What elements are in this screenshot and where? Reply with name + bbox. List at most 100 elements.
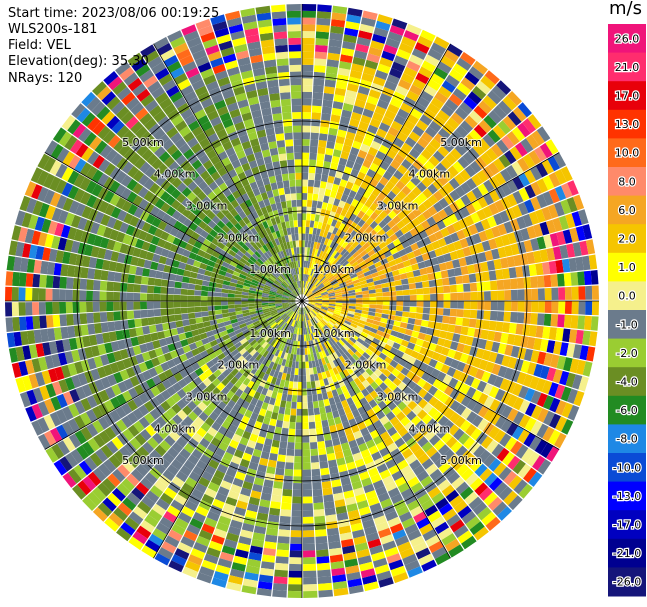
velocity-gate bbox=[139, 429, 152, 441]
velocity-gate bbox=[279, 365, 285, 373]
velocity-gate bbox=[490, 301, 498, 311]
velocity-gate bbox=[386, 165, 397, 175]
velocity-gate bbox=[310, 319, 315, 326]
velocity-gate bbox=[62, 437, 76, 452]
velocity-gate bbox=[57, 352, 68, 366]
velocity-gate bbox=[133, 420, 145, 433]
velocity-gate bbox=[412, 394, 423, 405]
velocity-gate bbox=[377, 63, 391, 74]
velocity-gate bbox=[203, 553, 219, 565]
velocity-gate bbox=[253, 391, 261, 400]
velocity-gate bbox=[456, 229, 466, 240]
velocity-gate bbox=[417, 137, 429, 149]
velocity-gate bbox=[447, 165, 459, 178]
velocity-gate bbox=[261, 357, 269, 366]
velocity-gate bbox=[224, 338, 232, 345]
velocity-gate bbox=[201, 493, 215, 505]
velocity-gate bbox=[300, 314, 302, 322]
velocity-gate bbox=[342, 41, 356, 50]
velocity-gate bbox=[333, 492, 345, 501]
velocity-gate bbox=[275, 303, 282, 306]
velocity-gate bbox=[553, 152, 567, 169]
velocity-gate bbox=[247, 418, 256, 427]
velocity-gate bbox=[154, 186, 166, 198]
velocity-gate bbox=[187, 301, 195, 307]
velocity-gate bbox=[393, 55, 409, 67]
velocity-gate bbox=[344, 332, 352, 339]
velocity-gate bbox=[329, 121, 340, 130]
velocity-gate bbox=[43, 156, 56, 173]
velocity-gate bbox=[396, 220, 406, 230]
velocity-gate bbox=[344, 96, 356, 106]
velocity-gate bbox=[213, 469, 226, 480]
velocity-gate bbox=[497, 246, 507, 259]
velocity-gate bbox=[306, 199, 313, 207]
velocity-gate bbox=[274, 426, 282, 435]
velocity-gate bbox=[378, 241, 387, 250]
velocity-gate bbox=[530, 420, 543, 435]
velocity-gate bbox=[342, 260, 350, 267]
velocity-gate bbox=[263, 271, 271, 278]
velocity-gate bbox=[289, 353, 294, 361]
velocity-gate bbox=[383, 386, 393, 396]
velocity-gate bbox=[375, 150, 386, 161]
velocity-gate bbox=[307, 327, 311, 334]
velocity-gate bbox=[309, 428, 317, 436]
velocity-gate bbox=[285, 288, 292, 294]
velocity-gate bbox=[325, 340, 332, 348]
velocity-gate bbox=[529, 376, 540, 390]
velocity-gate bbox=[312, 287, 318, 293]
velocity-gate bbox=[312, 289, 319, 294]
velocity-gate bbox=[268, 277, 275, 283]
velocity-gate bbox=[160, 362, 170, 372]
velocity-gate bbox=[430, 167, 442, 179]
velocity-gate bbox=[342, 361, 350, 369]
velocity-gate bbox=[93, 269, 102, 280]
velocity-gate bbox=[307, 354, 312, 362]
velocity-gate bbox=[454, 185, 466, 198]
velocity-gate bbox=[124, 516, 140, 531]
velocity-gate bbox=[452, 369, 463, 380]
velocity-gate bbox=[364, 525, 378, 536]
velocity-gate bbox=[299, 307, 301, 315]
velocity-gate bbox=[464, 71, 480, 86]
velocity-gate bbox=[311, 360, 316, 368]
velocity-gate bbox=[261, 554, 276, 563]
velocity-gate bbox=[79, 162, 92, 177]
velocity-gate bbox=[380, 233, 390, 242]
velocity-gate bbox=[180, 431, 192, 443]
velocity-gate bbox=[321, 222, 327, 231]
velocity-gate bbox=[286, 325, 291, 332]
velocity-gate bbox=[155, 323, 164, 332]
velocity-gate bbox=[567, 405, 580, 421]
velocity-gate bbox=[526, 451, 540, 467]
velocity-gate bbox=[372, 479, 385, 490]
velocity-gate bbox=[360, 143, 370, 153]
velocity-gate bbox=[356, 337, 365, 345]
velocity-gate bbox=[176, 203, 187, 214]
velocity-gate bbox=[268, 294, 276, 297]
velocity-gate bbox=[407, 342, 416, 350]
velocity-gate bbox=[285, 308, 292, 313]
velocity-gate bbox=[186, 257, 195, 266]
velocity-gate bbox=[106, 239, 116, 251]
velocity-gate bbox=[227, 293, 235, 298]
velocity-gate bbox=[239, 257, 248, 265]
velocity-gate bbox=[265, 326, 272, 333]
velocity-gate bbox=[321, 202, 328, 210]
velocity-gate bbox=[169, 227, 179, 237]
velocity-gate bbox=[399, 547, 415, 559]
velocity-gate bbox=[51, 207, 63, 222]
velocity-gate bbox=[152, 253, 161, 263]
velocity-gate bbox=[326, 362, 333, 371]
velocity-gate bbox=[275, 306, 283, 310]
velocity-gate bbox=[516, 277, 525, 289]
velocity-gate bbox=[302, 341, 305, 349]
velocity-gate bbox=[313, 278, 318, 285]
velocity-gate bbox=[49, 176, 61, 192]
velocity-gate bbox=[345, 358, 353, 367]
velocity-gate bbox=[174, 494, 188, 506]
velocity-gate bbox=[67, 468, 82, 484]
velocity-gate bbox=[322, 296, 329, 299]
velocity-gate bbox=[541, 380, 553, 395]
